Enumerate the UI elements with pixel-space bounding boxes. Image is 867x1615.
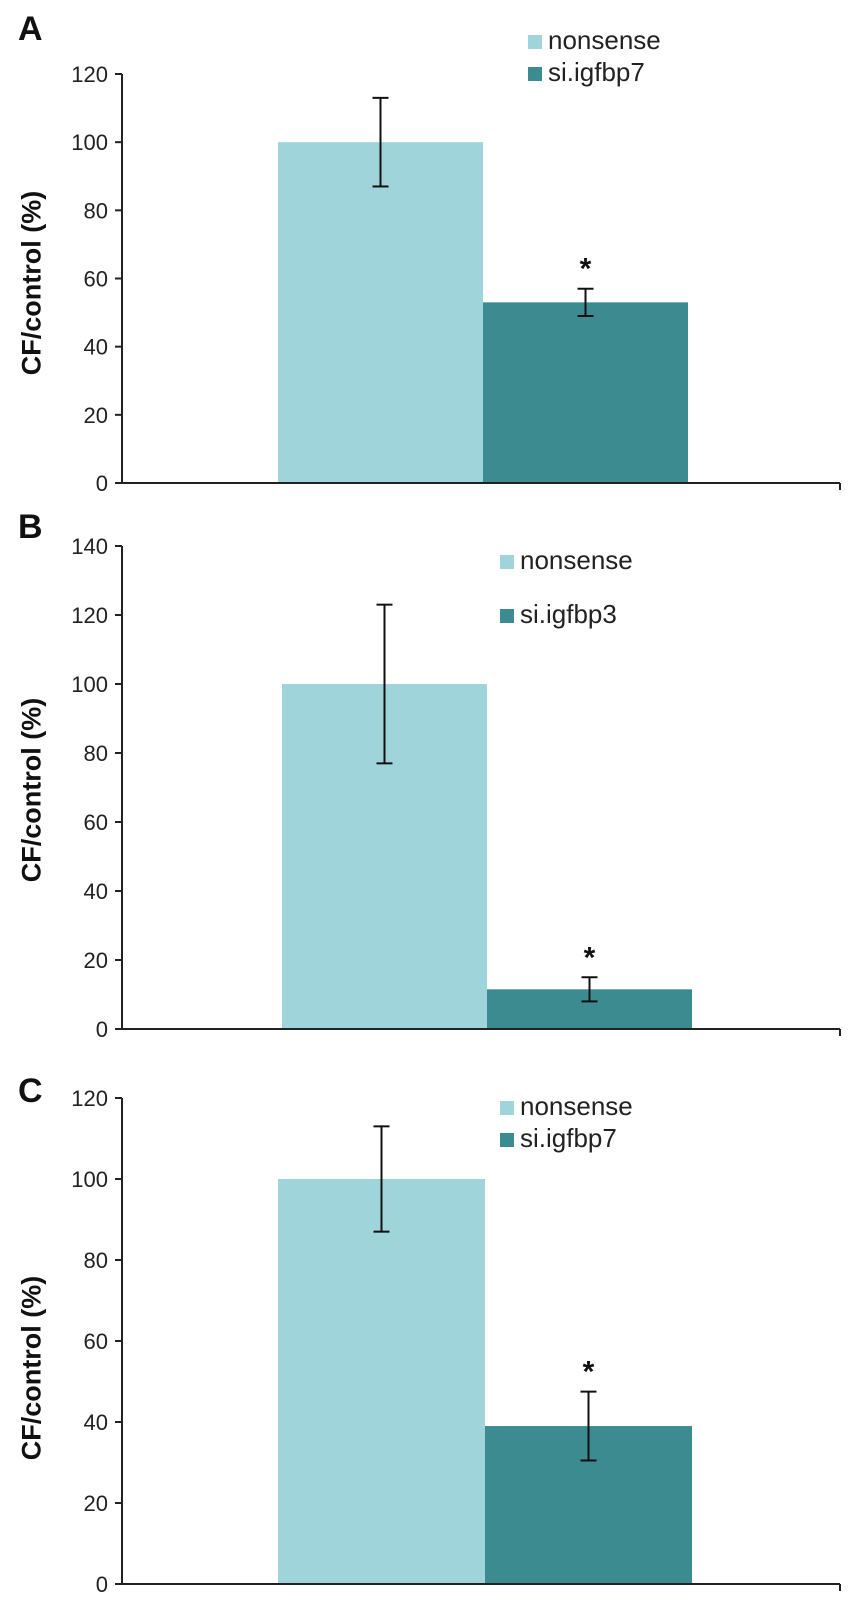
bar — [483, 302, 688, 483]
y-tick-label: 40 — [84, 335, 108, 360]
significance-marker: * — [584, 941, 596, 974]
panel-a: A CF/control (%) * 0 20 40 60 80 100 120 nonsens… — [0, 0, 867, 500]
y-tick-label: 60 — [84, 810, 108, 835]
panel-letter: C — [18, 1072, 43, 1110]
panel-letter: A — [18, 10, 43, 48]
panel-letter: B — [18, 508, 43, 546]
legend-label: si.igfbp7 — [520, 1123, 617, 1153]
y-tick-label: 80 — [84, 198, 108, 223]
significance-marker: * — [583, 1356, 595, 1389]
y-tick-label: 120 — [71, 62, 108, 87]
y-tick-label: 20 — [84, 948, 108, 973]
legend-label: nonsense — [520, 545, 633, 575]
y-tick-label: 80 — [84, 741, 108, 766]
y-tick-label: 120 — [71, 1086, 108, 1111]
y-tick-label: 100 — [71, 672, 108, 697]
y-tick-label: 20 — [84, 403, 108, 428]
bar — [278, 142, 483, 483]
significance-marker: * — [580, 253, 592, 286]
y-tick-label: 120 — [71, 603, 108, 628]
y-tick-label: 100 — [71, 1167, 108, 1192]
chart-b: * 0 20 40 60 80 100 120 140 nonsense si.igfbp3 — [71, 534, 841, 1042]
legend-swatch — [500, 555, 514, 569]
y-tick-label: 40 — [84, 1410, 108, 1435]
y-tick-label: 0 — [96, 1017, 108, 1042]
legend-label: nonsense — [548, 25, 661, 55]
legend-label: si.igfbp3 — [520, 599, 617, 629]
legend-swatch — [500, 609, 514, 623]
y-tick-label: 60 — [84, 1329, 108, 1354]
y-tick-label: 0 — [96, 471, 108, 496]
legend-swatch — [528, 67, 542, 81]
panel-c: C CF/control (%) * 0 20 40 60 80 100 120 nonsens… — [0, 1050, 867, 1615]
legend-swatch — [500, 1101, 514, 1115]
y-tick-label: 0 — [96, 1572, 108, 1597]
legend-swatch — [500, 1133, 514, 1147]
legend-label: nonsense — [520, 1091, 633, 1121]
y-tick-label: 60 — [84, 267, 108, 292]
y-tick-label: 140 — [71, 534, 108, 559]
y-tick-label: 80 — [84, 1248, 108, 1273]
legend-swatch — [528, 35, 542, 49]
bar — [278, 1179, 485, 1584]
panel-b: B CF/control (%) * 0 20 40 60 80 100 120 140 nons… — [0, 500, 867, 1050]
y-tick-label: 20 — [84, 1491, 108, 1516]
legend-label: si.igfbp7 — [548, 57, 645, 87]
y-tick-label: 40 — [84, 879, 108, 904]
y-tick-label: 100 — [71, 130, 108, 155]
